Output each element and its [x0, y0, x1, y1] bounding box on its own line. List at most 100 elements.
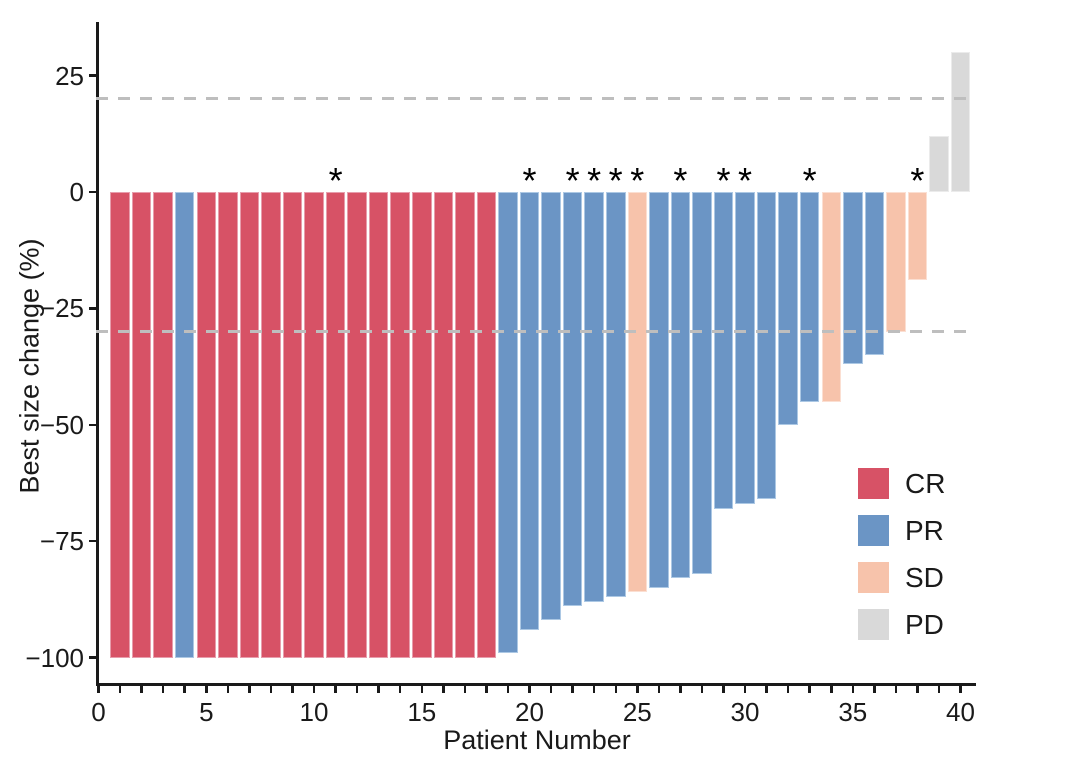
asterisk-patient-20: * [522, 160, 537, 201]
bar-patient-8 [261, 192, 281, 658]
asterisk-patient-11: * [328, 160, 343, 201]
x-tick-36 [873, 686, 876, 693]
x-tick-16 [442, 686, 445, 693]
bar-patient-10 [304, 192, 324, 658]
bar-patient-26 [649, 192, 669, 588]
bar-patient-1 [110, 192, 130, 658]
bar-patient-7 [239, 192, 260, 658]
asterisk-patient-22: * [565, 160, 580, 201]
bar-patient-20 [519, 192, 540, 630]
bar-patient-6 [218, 192, 238, 658]
bar-patient-19 [498, 192, 518, 653]
x-tick-1 [118, 686, 122, 693]
reference-line-20 [96, 97, 975, 101]
bar-patient-32 [778, 192, 798, 425]
bar-patient-34 [821, 192, 841, 402]
x-tick-18 [485, 686, 488, 693]
y-tick--100 [89, 656, 96, 659]
legend-swatch-PR [858, 515, 889, 546]
y-tick-label--50: −50 [39, 409, 84, 440]
bar-patient-33 [799, 192, 820, 402]
x-tick-27 [679, 686, 682, 693]
x-tick-3 [161, 686, 165, 693]
bar-patient-24 [606, 192, 626, 597]
x-tick-19 [506, 686, 510, 693]
bar-patient-15 [412, 192, 432, 658]
x-tick-38 [916, 686, 919, 693]
y-tick-label--100: −100 [25, 642, 84, 673]
x-tick-label-25: 25 [622, 697, 652, 727]
bar-patient-39 [929, 136, 949, 192]
bar-patient-11 [325, 192, 346, 658]
x-tick-15 [420, 686, 423, 693]
bar-patient-18 [476, 192, 497, 658]
bar-patient-17 [455, 192, 475, 658]
x-tick-8 [269, 686, 273, 693]
x-tick-11 [334, 686, 337, 693]
x-tick-21 [549, 686, 553, 693]
x-tick-4 [183, 686, 186, 693]
y-tick--50 [89, 423, 96, 426]
bar-patient-16 [433, 192, 454, 658]
bar-patient-27 [670, 192, 691, 579]
x-axis-title: Patient Number [443, 725, 631, 755]
asterisk-patient-24: * [608, 160, 623, 201]
x-tick-label-40: 40 [946, 697, 975, 727]
bar-patient-37 [886, 192, 906, 332]
x-tick-20 [528, 686, 531, 693]
x-tick-6 [226, 686, 230, 693]
bar-patient-30 [735, 192, 755, 504]
bar-patient-38 [907, 192, 928, 281]
asterisk-patient-25: * [630, 160, 645, 201]
x-tick-26 [657, 686, 661, 693]
bar-patient-36 [864, 192, 885, 355]
x-tick-23 [592, 686, 596, 693]
y-tick--75 [89, 539, 96, 543]
x-tick-29 [722, 686, 725, 693]
bar-patient-5 [196, 192, 216, 658]
bar-patient-9 [282, 192, 303, 658]
x-tick-13 [377, 686, 380, 693]
bar-patient-21 [541, 192, 561, 621]
legend-label-SD: SD [905, 562, 944, 593]
legend-label-PR: PR [905, 515, 944, 546]
bar-patient-29 [713, 192, 734, 509]
asterisk-patient-30: * [737, 160, 753, 201]
x-tick-22 [571, 686, 574, 693]
x-tick-10 [312, 686, 316, 693]
bar-patient-35 [843, 192, 863, 365]
x-tick-label-35: 35 [838, 697, 868, 727]
bar-patient-14 [390, 192, 410, 658]
x-tick-34 [830, 686, 833, 693]
bar-patient-25 [627, 192, 647, 593]
asterisk-patient-29: * [716, 160, 731, 201]
x-tick-32 [786, 686, 790, 693]
x-tick-label-5: 5 [199, 697, 214, 727]
y-axis-title: Best size change (%) [14, 238, 45, 494]
asterisk-patient-38: * [910, 160, 925, 201]
x-tick-39 [937, 686, 941, 693]
x-tick-12 [355, 686, 359, 693]
x-tick-label-15: 15 [407, 697, 437, 727]
x-tick-2 [140, 686, 143, 693]
y-axis-line [95, 22, 99, 686]
y-tick-label--75: −75 [39, 526, 84, 557]
bar-patient-12 [347, 192, 367, 658]
x-tick-30 [743, 686, 747, 693]
bar-patient-40 [950, 52, 971, 192]
legend-label-PD: PD [905, 609, 944, 640]
x-tick-9 [291, 686, 294, 693]
x-tick-17 [463, 686, 467, 693]
x-tick-40 [959, 686, 962, 693]
bar-patient-13 [368, 192, 389, 658]
x-axis-line [95, 683, 976, 686]
bar-patient-28 [692, 192, 712, 574]
bar-patient-2 [131, 192, 152, 658]
y-tick--25 [89, 307, 96, 310]
legend-swatch-CR [858, 468, 889, 499]
reference-line--30 [96, 330, 975, 334]
y-tick-25 [89, 74, 96, 77]
y-tick-label--25: −25 [39, 293, 84, 324]
x-tick-25 [636, 686, 639, 693]
